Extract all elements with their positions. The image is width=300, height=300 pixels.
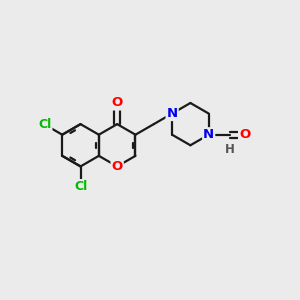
- Text: N: N: [203, 128, 214, 141]
- Text: Cl: Cl: [74, 180, 87, 193]
- Text: N: N: [167, 107, 178, 120]
- Text: H: H: [225, 143, 235, 156]
- Text: O: O: [112, 97, 123, 110]
- Text: O: O: [112, 160, 123, 173]
- Text: O: O: [239, 128, 250, 141]
- Text: Cl: Cl: [38, 118, 52, 131]
